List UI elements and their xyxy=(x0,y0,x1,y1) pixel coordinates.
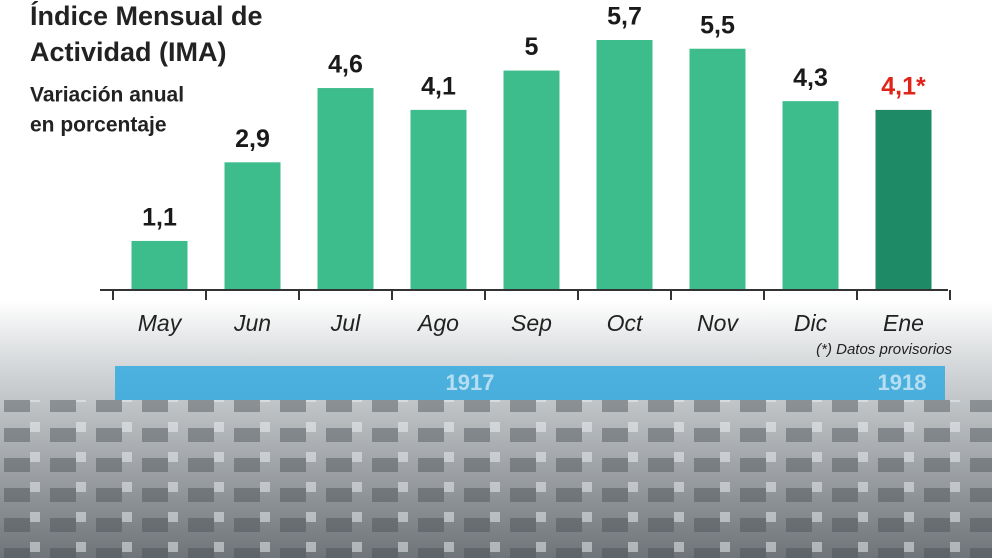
bar xyxy=(131,240,188,289)
value-label: 4,3 xyxy=(793,64,828,92)
x-tick-label: Ene xyxy=(883,310,924,336)
value-label: 4,1 xyxy=(421,73,456,101)
value-label: 4,1* xyxy=(881,73,926,101)
factory-photo-detail xyxy=(0,400,992,558)
x-tick-label: Dic xyxy=(794,310,828,336)
chart-subtitle: en porcentaje xyxy=(30,114,167,137)
chart-title: Índice Mensual de xyxy=(30,0,263,31)
value-label: 5,7 xyxy=(607,3,642,31)
bar xyxy=(875,109,932,289)
chart-title: Actividad (IMA) xyxy=(30,37,227,67)
timeline-band xyxy=(115,366,945,400)
chart-subtitle: Variación anual xyxy=(30,84,184,107)
value-label: 4,6 xyxy=(328,51,363,79)
bar xyxy=(224,162,281,289)
timeline-label: 1918 xyxy=(878,370,927,395)
value-label: 5 xyxy=(525,33,539,61)
timeline-label: 1917 xyxy=(446,370,495,395)
x-tick-label: Jul xyxy=(330,310,361,336)
value-label: 2,9 xyxy=(235,125,270,153)
bar xyxy=(689,48,746,289)
value-label: 1,1 xyxy=(142,204,177,232)
bar xyxy=(596,40,653,289)
x-tick-label: Oct xyxy=(607,310,644,336)
x-tick-label: Jun xyxy=(233,310,271,336)
x-tick-label: Sep xyxy=(511,310,552,336)
bar xyxy=(782,101,839,289)
bar xyxy=(317,88,374,289)
bar xyxy=(503,70,560,289)
value-label: 5,5 xyxy=(700,11,735,39)
x-tick-label: May xyxy=(138,310,183,336)
x-tick-label: Nov xyxy=(697,310,739,336)
footnote: (*) Datos provisorios xyxy=(816,341,952,358)
bar xyxy=(410,109,467,289)
x-tick-label: Ago xyxy=(416,310,459,336)
